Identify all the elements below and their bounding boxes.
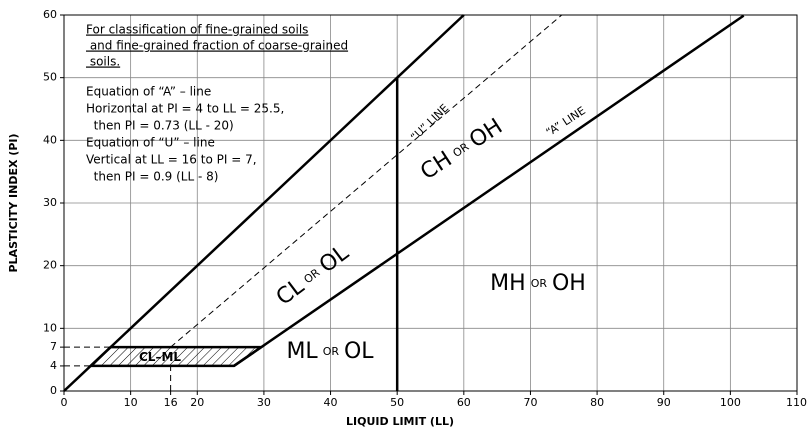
boundary-line xyxy=(233,14,745,367)
dashed-line xyxy=(170,14,563,348)
x-tick-label: 20 xyxy=(190,396,204,409)
region-text: OR xyxy=(451,140,472,160)
x-tick-label: 100 xyxy=(720,396,741,409)
x-tick-label: 0 xyxy=(61,396,68,409)
equation-line: Horizontal at PI = 4 to LL = 25.5, xyxy=(86,102,284,116)
equation-line: then PI = 0.9 (LL - 8) xyxy=(86,170,218,184)
region-text: OL xyxy=(344,339,374,364)
x-tick-label: 90 xyxy=(657,396,671,409)
region-text: ML xyxy=(286,339,318,364)
x-tick-label: 110 xyxy=(786,396,807,409)
y-tick-label: 50 xyxy=(43,71,57,84)
equation-line: Equation of “A” – line xyxy=(86,85,211,99)
y-tick-label: 40 xyxy=(43,133,57,146)
region-text: OL xyxy=(315,240,354,278)
y-tick-label: 10 xyxy=(43,321,57,334)
line-label: “U” LINE xyxy=(408,101,451,143)
region-text: MH xyxy=(490,271,526,296)
x-tick-label: 50 xyxy=(390,396,404,409)
note-line: and fine-grained fraction of coarse-grai… xyxy=(86,39,348,53)
region-text: CL–ML xyxy=(139,350,181,364)
y-tick-label: 0 xyxy=(50,384,57,397)
y-axis-label: PLASTICITY INDEX (PI) xyxy=(7,133,20,272)
y-tick-label: 60 xyxy=(43,8,57,21)
y-tick-label: 4 xyxy=(50,359,57,372)
line-label: “A” LINE xyxy=(544,104,588,139)
region-label: CL–ML xyxy=(139,350,181,364)
x-axis-label: LIQUID LIMIT (LL) xyxy=(346,415,454,428)
x-tick-label: 10 xyxy=(124,396,138,409)
x-tick-label: 70 xyxy=(523,396,537,409)
region-text: OR xyxy=(323,345,340,358)
note-line: For classification of fine-grained soils xyxy=(86,23,308,37)
y-tick-label: 30 xyxy=(43,196,57,209)
x-tick-label: 80 xyxy=(590,396,604,409)
equation-line: then PI = 0.73 (LL - 20) xyxy=(86,119,234,133)
y-tick-label: 20 xyxy=(43,259,57,272)
region-text: OH xyxy=(465,114,507,153)
region-label: MH OR OH xyxy=(490,271,586,296)
region-label: ML OR OL xyxy=(286,339,374,364)
note-line: soils. xyxy=(86,55,120,69)
equation-line: Vertical at LL = 16 to PI = 7, xyxy=(86,153,257,167)
x-tick-label: 60 xyxy=(457,396,471,409)
y-tick-label: 7 xyxy=(50,340,57,353)
x-tick-label: 40 xyxy=(324,396,338,409)
plot-frame xyxy=(63,14,798,392)
equation-line: Equation of “U” – line xyxy=(86,136,215,150)
x-tick-label: 30 xyxy=(257,396,271,409)
region-text: OH xyxy=(552,271,586,296)
x-tick-label: 16 xyxy=(164,396,178,409)
region-text: OR xyxy=(531,277,548,290)
region-label: CLOROL xyxy=(272,240,354,311)
region-text: CH xyxy=(416,147,456,185)
region-text: OR xyxy=(301,266,322,286)
